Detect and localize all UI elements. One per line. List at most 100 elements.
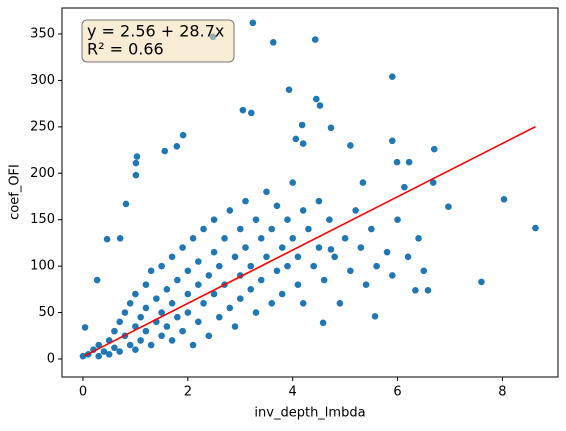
point (389, 272, 396, 279)
point (292, 135, 300, 143)
point (132, 290, 139, 298)
point (383, 248, 391, 256)
point (158, 262, 165, 270)
point (158, 309, 165, 316)
point (327, 124, 335, 132)
annotation-box (81, 19, 235, 63)
point (268, 225, 276, 233)
point (231, 323, 239, 330)
point (389, 137, 396, 145)
y-tick-label: 0 (47, 351, 55, 366)
point (394, 216, 401, 224)
point (315, 197, 323, 205)
point (163, 323, 171, 330)
point (189, 341, 197, 349)
point (200, 299, 207, 307)
point (179, 327, 186, 335)
point (412, 286, 419, 294)
point (111, 344, 118, 352)
point (95, 341, 103, 349)
point (137, 337, 144, 344)
y-tick-label: 350 (30, 26, 55, 41)
point (273, 202, 281, 210)
point (100, 348, 108, 355)
point (116, 234, 124, 242)
y-axis-label: coef_OFI (8, 164, 23, 220)
point (257, 276, 265, 284)
point (184, 267, 192, 275)
point (247, 109, 255, 117)
y-tick-label: 300 (30, 73, 55, 88)
point (173, 143, 181, 150)
point (210, 290, 218, 298)
point (263, 253, 270, 261)
point (420, 267, 428, 275)
point (273, 267, 281, 275)
point (103, 235, 111, 243)
point (242, 244, 249, 251)
y-tick-label: 250 (30, 119, 55, 134)
point (132, 171, 140, 179)
point (231, 253, 239, 261)
point (401, 183, 408, 191)
point (200, 225, 207, 233)
point (236, 225, 244, 233)
point (319, 319, 327, 327)
point (478, 278, 485, 286)
point (331, 253, 338, 261)
point (133, 153, 141, 160)
point (294, 253, 302, 261)
point (142, 304, 150, 312)
point (278, 244, 286, 251)
x-tick-label: 2 (184, 385, 192, 400)
point (500, 195, 508, 203)
point (221, 234, 228, 242)
point (174, 276, 181, 284)
point (95, 352, 103, 360)
point (362, 281, 370, 289)
point (121, 309, 129, 316)
point (147, 341, 155, 349)
point (352, 207, 359, 214)
point (174, 313, 181, 321)
point (126, 341, 134, 349)
point (405, 158, 413, 166)
point (79, 352, 87, 360)
point (532, 224, 539, 232)
point (153, 295, 160, 302)
point (205, 272, 213, 279)
annotation-text: R² = 0.66 (87, 40, 164, 59)
point (347, 267, 354, 275)
point (284, 262, 291, 270)
fit-line (84, 125, 536, 357)
x-tick-label: 0 (79, 385, 87, 400)
point (285, 86, 293, 94)
point (184, 290, 192, 298)
point (311, 36, 319, 43)
point (215, 262, 223, 270)
point (81, 324, 89, 331)
point (105, 351, 113, 358)
point (312, 95, 320, 103)
point (278, 290, 286, 298)
point (247, 262, 255, 270)
point (294, 281, 302, 289)
point (368, 225, 375, 233)
point (429, 179, 437, 186)
point (371, 312, 379, 320)
point (252, 216, 260, 224)
point (132, 159, 140, 167)
point (310, 262, 317, 270)
point (263, 188, 270, 196)
point (404, 253, 412, 261)
y-tick-label: 150 (30, 212, 55, 227)
point (116, 348, 123, 355)
point (327, 246, 335, 253)
point (359, 179, 367, 186)
point (257, 234, 265, 242)
point (289, 179, 296, 186)
point (249, 19, 257, 27)
x-tick-label: 4 (289, 385, 297, 400)
annotation-text: y = 2.56 + 28.7x (87, 22, 224, 41)
point (195, 281, 202, 289)
